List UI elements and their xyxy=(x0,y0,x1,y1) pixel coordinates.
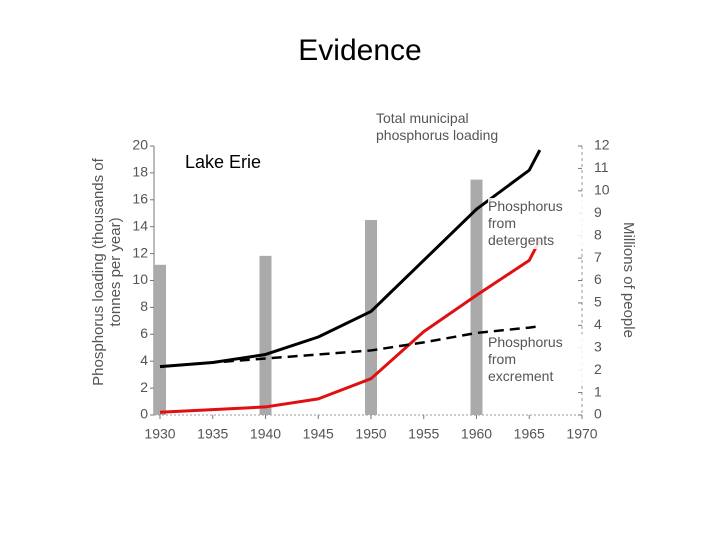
population-bar xyxy=(154,264,166,415)
series-label-box: Phosphorus from excrement xyxy=(488,334,583,385)
y-tick-label: 14 xyxy=(132,217,148,233)
series-line xyxy=(159,149,542,369)
y2-tick-label: 8 xyxy=(594,226,602,242)
annotation: Lake Erie xyxy=(185,152,261,172)
series-line xyxy=(159,324,540,368)
y-tick-label: 16 xyxy=(132,191,148,207)
y-tick-label: 8 xyxy=(140,298,148,314)
population-bar xyxy=(470,179,483,415)
y-axis-label: Phosphorus loading (thousands of tonnes … xyxy=(90,158,124,386)
y2-tick-label: 9 xyxy=(594,204,602,220)
x-tick-label: 1950 xyxy=(355,426,386,442)
y-tick-label: 2 xyxy=(140,379,148,395)
y2-tick-label: 3 xyxy=(594,338,602,354)
y-tick-label: 0 xyxy=(140,406,148,422)
y2-tick-label: 11 xyxy=(594,159,609,175)
y-tick-label: 6 xyxy=(140,325,148,341)
x-tick-label: 1935 xyxy=(197,426,228,442)
population-bar xyxy=(259,255,272,415)
y-tick-label: 4 xyxy=(140,352,148,368)
y-tick-label: 10 xyxy=(132,271,148,287)
y2-tick-label: 2 xyxy=(594,361,602,377)
y2-tick-label: 7 xyxy=(594,249,602,265)
series-line xyxy=(159,239,542,414)
y2-tick-label: 6 xyxy=(594,271,602,287)
x-tick-label: 1970 xyxy=(566,426,597,442)
series-label: Total municipal phosphorus loading xyxy=(376,110,536,144)
x-tick-label: 1960 xyxy=(461,426,492,442)
x-tick-label: 1945 xyxy=(303,426,334,442)
series-label: Phosphorus from excrement xyxy=(488,334,583,385)
x-tick-label: 1930 xyxy=(144,426,175,442)
y2-tick-label: 4 xyxy=(594,316,602,332)
y2-axis-label-box: Millions of people xyxy=(620,222,637,338)
y-tick-label: 18 xyxy=(132,164,148,180)
y2-tick-label: 5 xyxy=(594,294,602,310)
x-tick-label: 1940 xyxy=(250,426,281,442)
series-label: Phosphorus from detergents xyxy=(488,198,583,249)
y-axis-label-box: Phosphorus loading (thousands of tonnes … xyxy=(90,158,124,386)
x-tick-label: 1965 xyxy=(514,426,545,442)
population-bar xyxy=(365,219,377,415)
y-tick-label: 20 xyxy=(132,137,148,153)
y2-tick-label: 1 xyxy=(594,383,602,399)
y-tick-label: 12 xyxy=(132,244,148,260)
series-label-box: Total municipal phosphorus loading xyxy=(376,110,536,144)
y2-axis-label: Millions of people xyxy=(620,222,637,338)
series-label-box: Phosphorus from detergents xyxy=(488,198,583,249)
slide-title: Evidence xyxy=(298,34,421,67)
x-tick-label: 1955 xyxy=(408,426,439,442)
y2-tick-label: 0 xyxy=(594,406,602,422)
y2-tick-label: 10 xyxy=(594,182,610,198)
y2-tick-label: 12 xyxy=(594,137,610,153)
